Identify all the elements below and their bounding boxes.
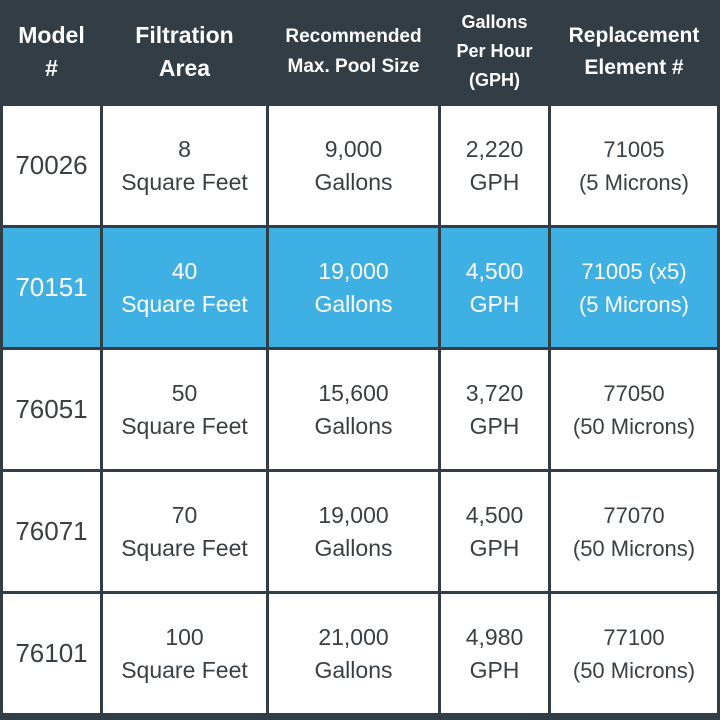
replacement-element: 71005 (5 Microns) xyxy=(578,136,689,195)
filtration-area: 40 Square Feet xyxy=(121,257,248,317)
header-model-label: Model # xyxy=(18,21,85,81)
cell-gph: 3,720 GPH xyxy=(441,350,551,472)
cell-replacement: 71005 (5 Microns) xyxy=(551,106,720,228)
cell-gph: 4,980 GPH xyxy=(441,594,551,716)
pool-size: 15,600 Gallons xyxy=(314,379,393,439)
cell-pool: 19,000 Gallons xyxy=(269,472,441,594)
cell-pool: 21,000 Gallons xyxy=(269,594,441,716)
gallons-per-hour: 4,500 GPH xyxy=(465,501,524,561)
header-replacement: Replacement Element # xyxy=(551,0,720,106)
replacement-element: 77050 (50 Microns) xyxy=(572,380,696,439)
header-gph-label: Gallons Per Hour (GPH) xyxy=(456,12,533,90)
gallons-per-hour: 3,720 GPH xyxy=(465,379,524,439)
cell-gph: 2,220 GPH xyxy=(441,106,551,228)
header-filtration-area: Filtration Area xyxy=(103,0,269,106)
replacement-element: 77100 (50 Microns) xyxy=(572,624,696,683)
replacement-element: 71005 (x5) (5 Microns) xyxy=(578,258,689,317)
cell-gph: 4,500 GPH xyxy=(441,228,551,350)
filtration-area: 50 Square Feet xyxy=(121,379,248,439)
header-replacement-label: Replacement Element # xyxy=(568,23,700,79)
cell-replacement: 77050 (50 Microns) xyxy=(551,350,720,472)
cell-replacement: 77070 (50 Microns) xyxy=(551,472,720,594)
cell-area: 8 Square Feet xyxy=(103,106,269,228)
header-pool-size-label: Recommended Max. Pool Size xyxy=(285,25,422,77)
cell-model: 76101 xyxy=(0,594,103,716)
cell-pool: 9,000 Gallons xyxy=(269,106,441,228)
header-pool-size: Recommended Max. Pool Size xyxy=(269,0,441,106)
model-number: 70026 xyxy=(15,150,88,180)
cell-replacement: 77100 (50 Microns) xyxy=(551,594,720,716)
pool-size: 9,000 Gallons xyxy=(314,135,393,195)
model-number: 76051 xyxy=(15,394,88,424)
replacement-element: 77070 (50 Microns) xyxy=(572,502,696,561)
filtration-area: 8 Square Feet xyxy=(121,135,248,195)
pool-size: 19,000 Gallons xyxy=(314,257,393,317)
gallons-per-hour: 2,220 GPH xyxy=(465,135,524,195)
cell-area: 40 Square Feet xyxy=(103,228,269,350)
cell-model: 76071 xyxy=(0,472,103,594)
filtration-area: 100 Square Feet xyxy=(121,623,248,683)
cell-model: 70026 xyxy=(0,106,103,228)
cell-area: 50 Square Feet xyxy=(103,350,269,472)
header-model: Model # xyxy=(0,0,103,106)
cell-pool: 15,600 Gallons xyxy=(269,350,441,472)
cell-gph: 4,500 GPH xyxy=(441,472,551,594)
cell-area: 70 Square Feet xyxy=(103,472,269,594)
filtration-area: 70 Square Feet xyxy=(121,501,248,561)
model-number: 70151 xyxy=(15,272,88,302)
cell-model: 70151 xyxy=(0,228,103,350)
model-number: 76101 xyxy=(15,638,88,668)
cell-model: 76051 xyxy=(0,350,103,472)
header-gph: Gallons Per Hour (GPH) xyxy=(441,0,551,106)
pool-size: 19,000 Gallons xyxy=(314,501,393,561)
gallons-per-hour: 4,980 GPH xyxy=(465,623,524,683)
cell-area: 100 Square Feet xyxy=(103,594,269,716)
cell-pool: 19,000 Gallons xyxy=(269,228,441,350)
model-number: 76071 xyxy=(15,516,88,546)
header-filtration-area-label: Filtration Area xyxy=(135,21,234,81)
pool-size: 21,000 Gallons xyxy=(314,623,393,683)
cell-replacement: 71005 (x5) (5 Microns) xyxy=(551,228,720,350)
gallons-per-hour: 4,500 GPH xyxy=(465,257,524,317)
